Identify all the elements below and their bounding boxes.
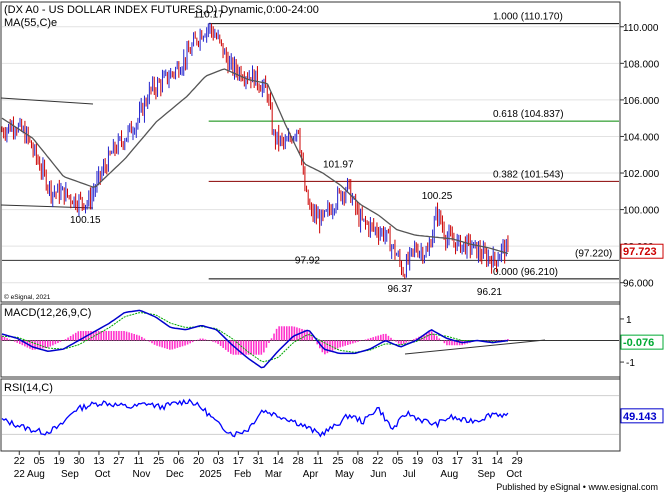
time-day-label: 17 (233, 456, 245, 467)
macd-tick-label: -1 (626, 358, 635, 369)
rsi-axis: 49.143 (620, 408, 664, 424)
panel-frames (0, 1, 621, 452)
time-day-label: 22 (372, 456, 384, 467)
price-tick-label: 108.000 (623, 59, 660, 70)
time-month-label: Mar (265, 469, 283, 480)
price-candles (1, 22, 509, 279)
time-month-label: Oct (506, 469, 522, 480)
price-annotations: 110.17 100.15 101.97 97.92 100.25 96.37 96.21 (70, 10, 502, 298)
support-label: (97.220) (575, 248, 612, 259)
time-month-label: Oct (95, 469, 111, 480)
rsi-last-value: 49.143 (623, 411, 657, 423)
time-day-label: 11 (134, 456, 145, 467)
price-tick-label: 104.000 (623, 132, 660, 143)
fib-label: 0.000 (96.210) (493, 267, 558, 278)
time-month-label: Aug (27, 469, 45, 480)
time-day-label: 19 (54, 456, 66, 467)
copyright-text: © eSignal, 2021 (4, 293, 51, 301)
time-day-label: 19 (412, 456, 424, 467)
time-month-label: Sep (477, 469, 495, 480)
rsi-line (1, 398, 509, 438)
price-axis: 110.000 108.000 106.000 104.000 102.000 100.0… (620, 23, 664, 290)
time-day-label: 03 (432, 456, 444, 467)
price-grid (2, 26, 619, 284)
price-annotation: 96.37 (387, 284, 412, 295)
macd-line (1, 309, 509, 369)
time-day-label: 11 (313, 456, 324, 467)
macd-last-value: -0.076 (623, 337, 654, 349)
price-annotation: 110.17 (194, 10, 224, 21)
time-day-label: 03 (213, 456, 225, 467)
time-month-label: Jul (403, 469, 416, 480)
time-month-label: Dec (166, 469, 184, 480)
time-month-label: Nov (133, 469, 151, 480)
time-day-label: 29 (512, 456, 524, 467)
price-tick-label: 100.000 (623, 206, 660, 217)
time-month-label: Feb (234, 469, 252, 480)
fib-label: 0.382 (101.543) (493, 169, 564, 180)
price-tick-label: 106.000 (623, 96, 660, 107)
price-annotation: 100.15 (70, 215, 101, 226)
time-day-label: 17 (452, 456, 464, 467)
macd-value-tag (620, 334, 664, 350)
time-day-label: 13 (93, 456, 105, 467)
time-day-label: 06 (173, 456, 185, 467)
time-month-label: Apr (303, 469, 319, 480)
price-tick-label: 102.000 (623, 169, 660, 180)
time-month-label: 2025 (199, 469, 222, 480)
macd-signal-line (1, 312, 508, 363)
time-axis: 22 05 19 30 13 27 11 25 06 20 03 17 31 14 28 11 25 08 22 05… (14, 451, 523, 480)
last-price-tag (620, 243, 664, 259)
time-day-label: 22 (14, 456, 26, 467)
macd-title: MACD(12,26,9,C) (4, 307, 91, 319)
time-day-label: 20 (193, 456, 205, 467)
fib-label: 0.618 (104.837) (493, 109, 564, 120)
price-tick-label: 96.000 (623, 279, 654, 290)
time-month-label: Jun (370, 469, 386, 480)
price-annotation: 97.92 (295, 256, 320, 267)
time-month-label: Sep (61, 469, 79, 480)
time-day-label: 14 (273, 456, 285, 467)
rsi-title: RSI(14,C) (4, 382, 53, 394)
time-day-label: 28 (293, 456, 305, 467)
fib-label: 1.000 (110.170) (493, 12, 563, 23)
chart-title: (DX A0 - US DOLLAR INDEX FUTURES,D) Dyna… (4, 4, 319, 16)
time-day-label: 27 (113, 456, 125, 467)
macd-axis: 1 -1 -0.076 (620, 315, 664, 369)
time-month-label: Aug (440, 469, 458, 480)
time-day-label: 05 (34, 456, 46, 467)
time-day-label: 08 (352, 456, 364, 467)
time-month-label: May (335, 469, 354, 480)
time-day-label: 25 (332, 456, 344, 467)
price-tick-label: 110.000 (623, 23, 659, 34)
time-day-label: 30 (73, 456, 85, 467)
time-month-label: 22 (14, 469, 26, 480)
time-day-label: 25 (153, 456, 165, 467)
macd-tick-label: 1 (626, 315, 632, 326)
rsi-value-tag (620, 408, 664, 424)
time-day-label: 05 (392, 456, 404, 467)
last-price-value: 97.723 (623, 246, 657, 258)
published-by: Published by eSignal • www.esignal.com (496, 482, 658, 492)
macd-trend-line (404, 339, 546, 355)
time-day-label: 31 (253, 456, 265, 467)
ma-label: MA(55,C)e (4, 17, 57, 29)
time-day-label: 31 (472, 456, 484, 467)
price-annotation: 100.25 (422, 191, 453, 202)
rsi-grid (2, 395, 619, 435)
price-annotation: 101.97 (323, 160, 354, 171)
fib-lines: 1.000 (110.170) 0.618 (104.837) 0.382 (101… (2, 12, 619, 280)
price-annotation: 96.21 (477, 287, 502, 298)
ma-55-line (1, 68, 509, 255)
time-day-label: 14 (492, 456, 504, 467)
